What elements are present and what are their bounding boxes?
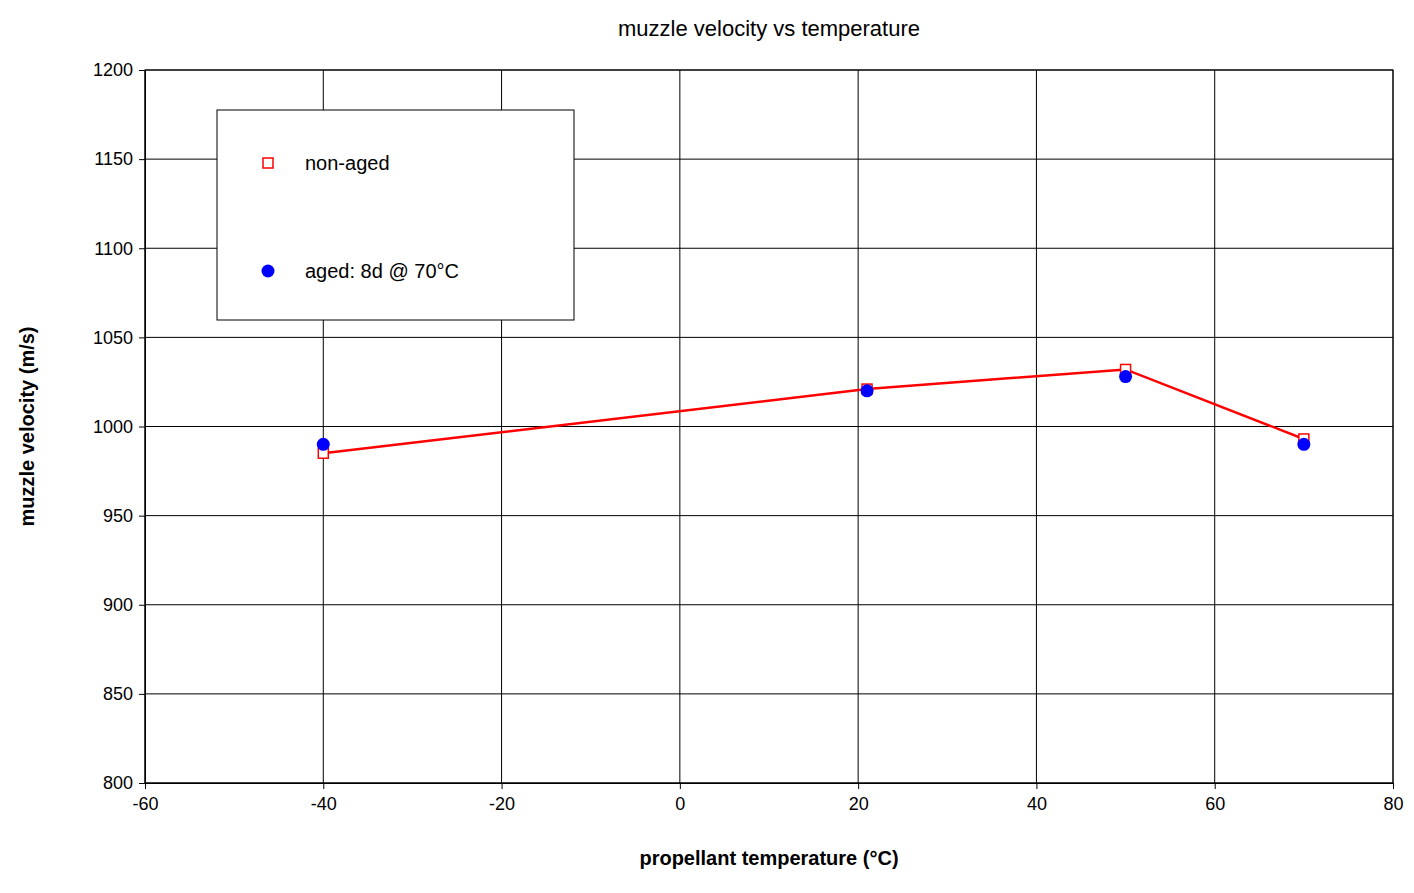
tick-mark [139, 427, 145, 428]
tick-label: 950 [103, 506, 133, 526]
tick: 40 [1027, 783, 1047, 814]
grid [145, 70, 1393, 783]
tick-mark [139, 694, 145, 695]
tick: 80 [1383, 783, 1403, 814]
tick-label: 20 [849, 794, 869, 814]
tick: 20 [849, 783, 869, 814]
marker [861, 384, 874, 397]
tick-label: 850 [103, 684, 133, 704]
chart-title: muzzle velocity vs temperature [618, 16, 920, 41]
grid-line-y [145, 426, 1393, 427]
tick: -40 [311, 783, 337, 814]
tick-label: 1100 [94, 239, 133, 259]
x-axis: -60 -40 -20 0 20 40 60 80 [132, 783, 1403, 814]
tick-mark [858, 783, 859, 789]
grid-line-y [145, 337, 1393, 338]
tick-label: 60 [1205, 794, 1225, 814]
legend-box [217, 110, 574, 320]
tick-mark [139, 248, 145, 249]
legend-label: aged: 8d @ 70°C [305, 260, 459, 282]
tick-mark [680, 783, 681, 789]
x-axis-title: propellant temperature (°C) [639, 847, 898, 869]
legend: non-aged aged: 8d @ 70°C [217, 110, 574, 320]
tick-mark [1036, 783, 1037, 789]
tick-label: 40 [1027, 794, 1047, 814]
tick-label: 1050 [93, 328, 133, 348]
marker [1297, 438, 1310, 451]
tick-mark [139, 70, 145, 71]
tick: 1150 [94, 149, 145, 169]
tick-label: 80 [1383, 794, 1403, 814]
tick: 1050 [93, 328, 145, 348]
tick-label: 800 [103, 773, 133, 793]
plot-frame [145, 70, 1393, 783]
data [317, 364, 1311, 458]
y-axis: 800 850 900 950 1000 1050 1100 1150 1200 [93, 60, 146, 793]
tick: 900 [103, 595, 145, 615]
axis-line [139, 71, 146, 784]
tick-mark [139, 337, 145, 338]
grid-line-y [145, 693, 1393, 694]
plot: -60 -40 -20 0 20 40 60 80 800 850 900 950 1000 1050 11… [93, 60, 1404, 814]
y-axis-title: muzzle velocity (m/s) [16, 326, 38, 526]
tick-mark [139, 516, 145, 517]
series [318, 364, 1309, 458]
tick: 800 [103, 773, 145, 793]
legend-marker [262, 265, 275, 278]
marker [1119, 370, 1132, 383]
tick: 1100 [94, 239, 145, 259]
tick-label: 0 [675, 794, 685, 814]
tick: 1000 [93, 417, 145, 437]
tick-mark [502, 783, 503, 789]
tick-label: 1200 [93, 60, 133, 80]
axis-line [146, 784, 1394, 790]
tick-label: 1000 [93, 417, 133, 437]
legend-label: non-aged [305, 152, 390, 174]
chart: -60 -40 -20 0 20 40 60 80 800 850 900 950 1000 1050 11… [0, 0, 1414, 893]
tick: 850 [103, 684, 145, 704]
tick-label: 900 [103, 595, 133, 615]
tick-mark [1215, 783, 1216, 789]
tick-mark [139, 783, 145, 784]
tick-mark [139, 159, 145, 160]
series [317, 370, 1311, 451]
tick-mark [1393, 783, 1394, 789]
tick: 60 [1205, 783, 1225, 814]
grid-line-y [145, 604, 1393, 605]
grid-line-y [145, 515, 1393, 516]
tick: 950 [103, 506, 145, 526]
tick-mark [139, 605, 145, 606]
tick-label: 1150 [94, 149, 133, 169]
tick: 0 [675, 783, 685, 814]
legend-marker [263, 158, 273, 168]
tick-mark [323, 783, 324, 789]
tick: 1200 [93, 60, 145, 80]
tick-label: -40 [311, 794, 337, 814]
series-line [323, 369, 1304, 453]
tick-label: -20 [489, 794, 515, 814]
tick-label: -60 [132, 794, 158, 814]
tick: -20 [489, 783, 515, 814]
tick: -60 [132, 783, 158, 814]
marker [317, 438, 330, 451]
